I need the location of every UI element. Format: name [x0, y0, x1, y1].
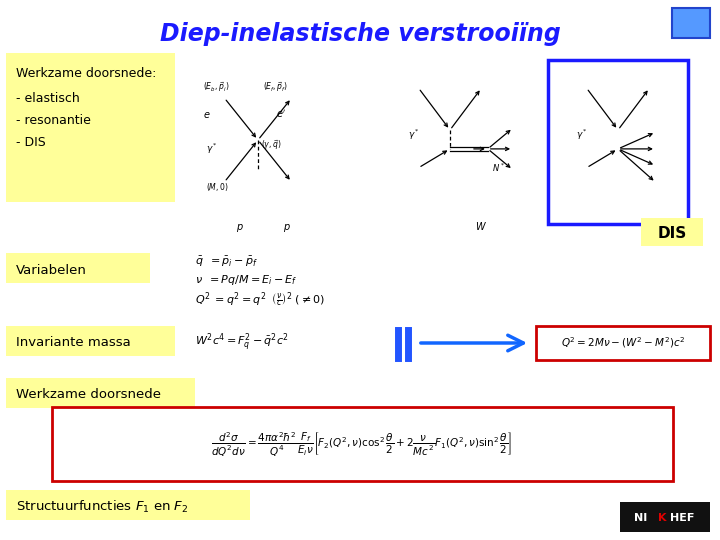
Text: $W$: $W$ [475, 220, 487, 232]
Text: $\dfrac{d^2\sigma}{dQ^2 d\nu} = \dfrac{4\pi\alpha^2\hbar^2}{Q^4}\dfrac{F_f}{E_i\: $\dfrac{d^2\sigma}{dQ^2 d\nu} = \dfrac{4… [212, 430, 513, 458]
Text: NI: NI [634, 513, 647, 523]
Text: Diep-inelastische verstrooiïng: Diep-inelastische verstrooiïng [160, 22, 560, 46]
FancyBboxPatch shape [6, 253, 150, 283]
Text: HEF: HEF [670, 513, 694, 523]
Text: $W^2c^4 = F_q^2 - \bar{q}^2c^2$: $W^2c^4 = F_q^2 - \bar{q}^2c^2$ [195, 332, 289, 354]
Text: $(M,0)$: $(M,0)$ [206, 181, 229, 193]
Text: K: K [658, 513, 667, 523]
Text: Variabelen: Variabelen [16, 264, 87, 276]
Text: $\gamma^*$: $\gamma^*$ [206, 141, 218, 156]
FancyBboxPatch shape [548, 60, 688, 224]
Text: $e$: $e$ [203, 110, 210, 120]
Text: DIS: DIS [657, 226, 687, 240]
Text: Structuurfuncties $F_1$ en $F_2$: Structuurfuncties $F_1$ en $F_2$ [16, 499, 189, 515]
Text: Werkzame doorsnede: Werkzame doorsnede [16, 388, 161, 402]
Text: Invariante massa: Invariante massa [16, 336, 131, 349]
Text: $\gamma^*$: $\gamma^*$ [408, 127, 420, 142]
Text: - elastisch: - elastisch [16, 92, 80, 105]
Text: $e'$: $e'$ [276, 109, 287, 120]
Text: $p$: $p$ [236, 222, 244, 234]
Text: $\gamma^*$: $\gamma^*$ [576, 127, 588, 142]
Text: $\bar{q}\;\;=\bar{p}_i - \bar{p}_f$: $\bar{q}\;\;=\bar{p}_i - \bar{p}_f$ [195, 255, 258, 269]
FancyBboxPatch shape [641, 218, 703, 246]
Text: $p$: $p$ [283, 222, 291, 234]
Text: Werkzame doorsnede:: Werkzame doorsnede: [16, 67, 156, 80]
FancyBboxPatch shape [52, 407, 673, 481]
Text: $(E_b,\vec{p}_i)$: $(E_b,\vec{p}_i)$ [203, 80, 230, 94]
FancyBboxPatch shape [6, 53, 175, 202]
Text: $(\gamma,\vec{q})$: $(\gamma,\vec{q})$ [261, 138, 282, 152]
Text: $N^*$: $N^*$ [492, 161, 505, 174]
Text: $Q^2 = 2M\nu - (W^2 - M^2)c^2$: $Q^2 = 2M\nu - (W^2 - M^2)c^2$ [561, 335, 685, 350]
FancyBboxPatch shape [672, 8, 710, 38]
Text: - resonantie: - resonantie [16, 114, 91, 127]
Text: $(E_f,\vec{p}_f)$: $(E_f,\vec{p}_f)$ [263, 80, 288, 94]
Text: $Q^2\;= q^2 = q^2\;\;\left(\frac{\nu}{c}\right)^2\;(\neq 0)$: $Q^2\;= q^2 = q^2\;\;\left(\frac{\nu}{c}… [195, 291, 325, 310]
FancyBboxPatch shape [536, 326, 710, 360]
FancyBboxPatch shape [6, 378, 195, 408]
FancyBboxPatch shape [6, 326, 175, 356]
FancyBboxPatch shape [6, 490, 250, 520]
Text: - DIS: - DIS [16, 136, 46, 149]
Text: $\nu\;\;= Pq/M = E_i - E_f$: $\nu\;\;= Pq/M = E_i - E_f$ [195, 273, 297, 287]
FancyBboxPatch shape [620, 502, 710, 532]
